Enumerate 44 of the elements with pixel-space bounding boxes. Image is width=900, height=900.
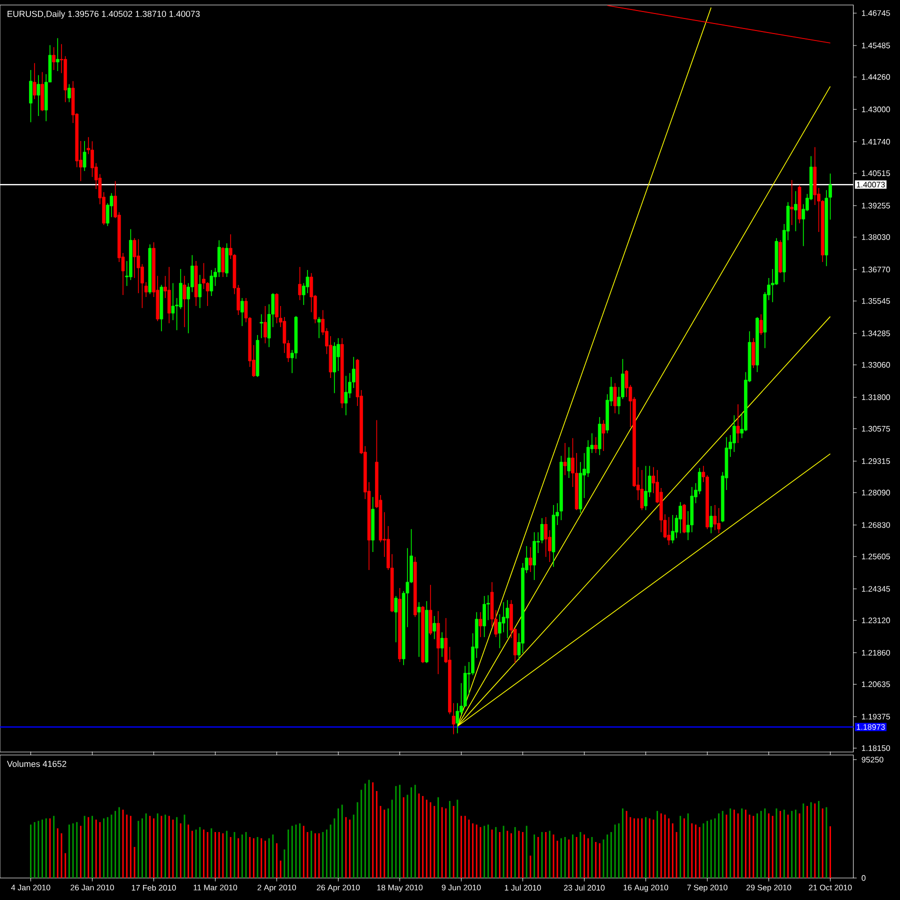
y-tick-label: 1.40515 <box>862 170 890 176</box>
ref-line-label: 1.40073 <box>856 182 885 188</box>
x-tick-label: 7 Sep 2010 <box>687 884 728 892</box>
y-tick-label: 1.38030 <box>862 234 890 240</box>
y-tick-label: 95250 <box>862 756 884 762</box>
ref-line-label: 1.18973 <box>856 724 885 730</box>
y-tick-label: 1.21860 <box>862 650 890 656</box>
y-tick-label: 1.19375 <box>862 714 890 720</box>
x-tick-label: 1 Jul 2010 <box>504 884 541 891</box>
y-tick-label: 1.25605 <box>862 554 890 560</box>
y-tick-label: 1.36770 <box>862 266 890 272</box>
y-tick-label: 1.43000 <box>862 106 890 112</box>
y-tick-label: 1.41740 <box>862 138 890 145</box>
text: Volumes 41652 <box>6 760 66 767</box>
y-tick-label: 1.18150 <box>862 745 890 751</box>
y-tick-label: 1.45485 <box>862 42 890 48</box>
y-tick-label: 1.46745 <box>862 10 890 16</box>
y-tick-label: 1.30575 <box>862 426 890 432</box>
x-tick-label: 17 Feb 2010 <box>132 884 176 891</box>
x-tick-label: 4 Jan 2010 <box>11 884 50 890</box>
y-tick-label: 1.33060 <box>862 362 890 368</box>
y-tick-label: 1.35545 <box>862 298 890 304</box>
x-tick-label: 23 Jul 2010 <box>564 884 605 891</box>
x-tick-label: 18 May 2010 <box>377 884 423 892</box>
y-tick-label: 1.34285 <box>862 330 890 336</box>
x-tick-label: 26 Jan 2010 <box>70 884 114 890</box>
y-tick-label: 1.20635 <box>862 681 890 688</box>
x-tick-label: 29 Sep 2010 <box>746 884 792 892</box>
y-tick-label: 1.26830 <box>862 522 890 528</box>
y-tick-label: 0 <box>862 875 866 881</box>
y-tick-label: 1.39255 <box>862 202 890 208</box>
y-tick-label: 1.24345 <box>862 586 890 592</box>
y-tick-label: 1.29315 <box>862 458 890 464</box>
y-tick-label: 1.44260 <box>862 74 890 80</box>
x-tick-label: 21 Oct 2010 <box>808 884 852 890</box>
x-tick-label: 11 Mar 2010 <box>194 884 238 890</box>
text: EURUSD,Daily 1.39576 1.40502 1.38710 1.40073 <box>8 10 200 19</box>
y-tick-label: 1.28090 <box>862 490 890 496</box>
y-tick-label: 1.23120 <box>862 618 890 624</box>
x-tick-label: 16 Aug 2010 <box>624 884 668 892</box>
y-tick-label: 1.31800 <box>862 394 890 400</box>
x-tick-label: 2 Apr 2010 <box>258 884 296 892</box>
x-tick-label: 26 Apr 2010 <box>316 884 360 892</box>
x-tick-label: 9 Jun 2010 <box>442 884 481 890</box>
